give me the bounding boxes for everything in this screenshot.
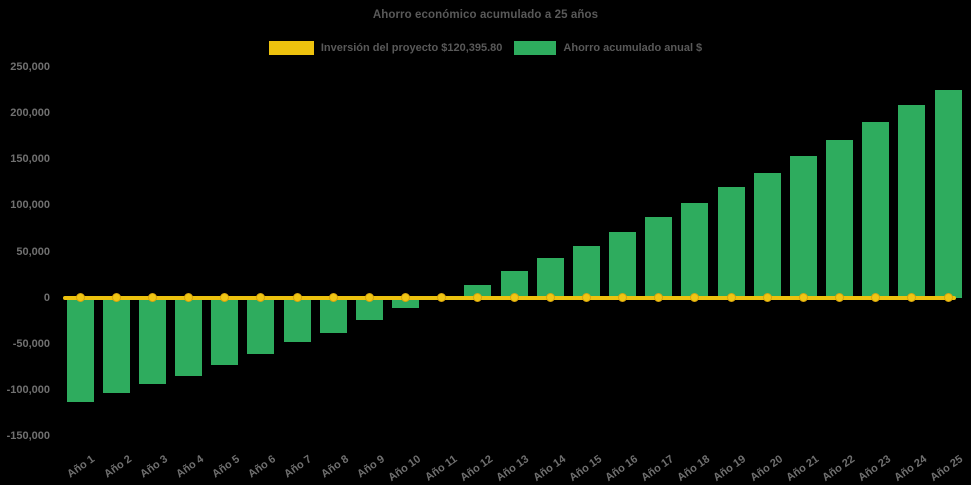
investment-line-marker <box>654 293 664 303</box>
savings-bar <box>572 245 600 298</box>
x-tick-label: Año 13 <box>494 453 532 484</box>
y-tick-label: -100,000 <box>6 383 50 396</box>
x-tick-label: Año 1 <box>65 453 98 481</box>
savings-bar <box>753 172 781 298</box>
investment-line-marker <box>762 293 772 303</box>
investment-line-marker <box>618 293 628 303</box>
investment-line-marker <box>835 293 845 303</box>
y-tick-label: 150,000 <box>10 153 50 166</box>
x-tick-label: Año 22 <box>820 453 858 484</box>
savings-bar <box>138 297 166 385</box>
savings-bar <box>283 297 311 343</box>
x-tick-label: Año 14 <box>530 453 568 484</box>
investment-line-marker <box>545 293 555 303</box>
chart-legend: Inversión del proyecto $120,395.80 Ahorr… <box>0 41 971 55</box>
x-tick-label: Año 17 <box>639 453 677 484</box>
x-tick-label: Año 11 <box>422 453 460 484</box>
x-tick-label: Año 20 <box>747 453 785 484</box>
savings-bar <box>898 105 926 298</box>
x-tick-label: Año 5 <box>210 453 243 481</box>
investment-line-marker <box>473 293 483 303</box>
savings-bar <box>355 297 383 320</box>
legend-label-savings: Ahorro acumulado anual $ <box>563 42 703 54</box>
y-tick-label: 0 <box>43 291 50 304</box>
investment-line-marker <box>364 293 374 303</box>
y-axis-labels: 250,000 200,000 150,000 100,000 50,000 0 -50,0… <box>0 0 52 485</box>
savings-swatch <box>514 41 557 55</box>
y-tick-label: -50,000 <box>12 337 50 350</box>
investment-line-marker <box>292 293 302 303</box>
investment-line-marker <box>943 293 953 303</box>
savings-bar <box>717 187 745 298</box>
savings-bar <box>862 122 890 298</box>
investment-line-marker <box>328 293 338 303</box>
x-tick-label: Año 16 <box>603 453 641 484</box>
y-tick-label: 250,000 <box>10 61 50 73</box>
x-tick-label: Año 2 <box>101 453 134 481</box>
investment-line-marker <box>147 293 157 303</box>
legend-label-investment: Inversión del proyecto $120,395.80 <box>320 42 503 54</box>
savings-bar <box>175 297 202 377</box>
investment-line-marker <box>437 293 447 303</box>
x-tick-label: Año 24 <box>892 453 930 484</box>
x-tick-label: Año 23 <box>856 453 894 484</box>
savings-bar <box>934 89 962 298</box>
investment-line-marker <box>871 293 881 303</box>
savings-bar <box>536 257 564 298</box>
investment-line-marker <box>690 293 700 303</box>
investment-line-marker <box>256 293 266 303</box>
x-tick-label: Año 7 <box>282 453 315 481</box>
savings-bar <box>392 297 420 308</box>
savings-bar <box>609 231 637 298</box>
x-tick-label: Año 25 <box>928 453 966 484</box>
investment-line-marker <box>907 293 917 303</box>
legend-item-investment: Inversión del proyecto $120,395.80 <box>268 41 503 55</box>
y-tick-label: 200,000 <box>10 107 50 120</box>
savings-bar <box>645 217 673 298</box>
investment-line-marker <box>184 293 193 303</box>
x-tick-label: Año 18 <box>675 453 713 484</box>
savings-bar <box>319 297 347 333</box>
x-tick-label: Año 4 <box>174 453 206 481</box>
y-tick-label: -150,000 <box>6 430 50 442</box>
investment-line <box>63 295 956 300</box>
x-tick-label: Año 6 <box>246 453 279 481</box>
savings-bar <box>211 297 239 365</box>
x-tick-label: Año 19 <box>711 453 749 484</box>
investment-line-marker <box>798 293 808 303</box>
y-tick-label: 50,000 <box>16 245 50 258</box>
x-tick-label: Año 8 <box>318 453 351 481</box>
savings-bar <box>789 156 817 298</box>
x-tick-label: Año 12 <box>458 453 496 484</box>
investment-line-marker <box>220 293 230 303</box>
savings-bar <box>826 139 854 298</box>
investment-line-marker <box>401 293 411 303</box>
x-tick-label: Año 9 <box>354 453 387 481</box>
investment-line-marker <box>726 293 736 303</box>
x-tick-label: Año 10 <box>386 453 423 484</box>
chart-title: Ahorro económico acumulado a 25 años <box>372 9 599 21</box>
savings-bar <box>247 297 275 354</box>
investment-line-marker <box>581 293 591 303</box>
y-tick-label: 100,000 <box>10 199 50 212</box>
investment-line-marker <box>509 293 519 303</box>
investment-swatch <box>268 41 314 55</box>
savings-bar <box>66 297 94 402</box>
savings-bar <box>681 203 709 298</box>
x-tick-label: Año 15 <box>566 453 604 484</box>
investment-line-marker <box>75 293 85 303</box>
legend-item-savings: Ahorro acumulado anual $ <box>514 41 702 55</box>
x-tick-label: Año 3 <box>137 453 170 481</box>
investment-line-marker <box>111 293 121 303</box>
x-tick-label: Año 21 <box>783 453 821 484</box>
savings-bar <box>102 297 130 394</box>
savings-bar <box>464 284 492 298</box>
